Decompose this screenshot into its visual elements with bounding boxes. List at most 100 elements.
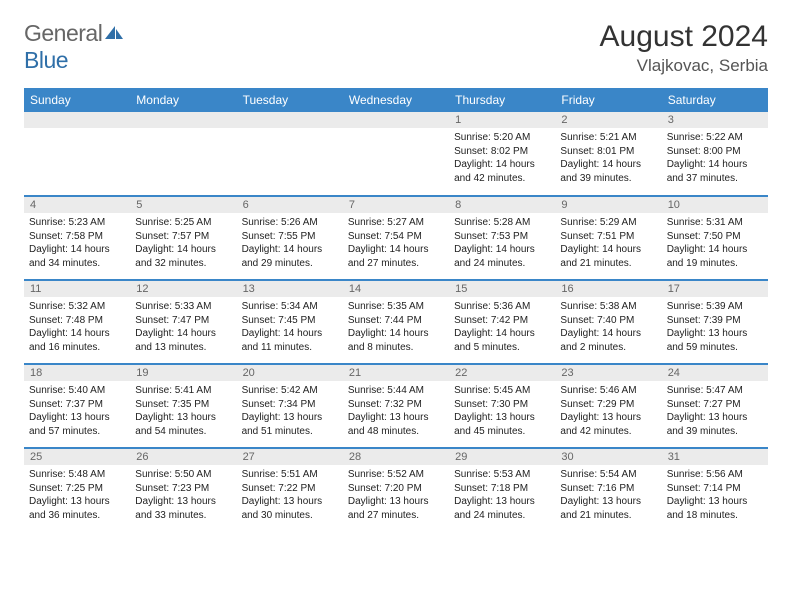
- daylight-text: Daylight: 14 hours and 29 minutes.: [242, 243, 338, 270]
- day-cell: 28Sunrise: 5:52 AMSunset: 7:20 PMDayligh…: [343, 448, 449, 532]
- day-cell: 31Sunrise: 5:56 AMSunset: 7:14 PMDayligh…: [662, 448, 768, 532]
- empty-cell: [237, 112, 343, 196]
- day-cell: 4Sunrise: 5:23 AMSunset: 7:58 PMDaylight…: [24, 196, 130, 280]
- empty-cell: [130, 112, 236, 196]
- day-cell: 19Sunrise: 5:41 AMSunset: 7:35 PMDayligh…: [130, 364, 236, 448]
- day-details: Sunrise: 5:40 AMSunset: 7:37 PMDaylight:…: [24, 383, 130, 442]
- day-number: 14: [343, 281, 449, 297]
- day-number: 8: [449, 197, 555, 213]
- day-cell: 29Sunrise: 5:53 AMSunset: 7:18 PMDayligh…: [449, 448, 555, 532]
- day-details: Sunrise: 5:25 AMSunset: 7:57 PMDaylight:…: [130, 215, 236, 274]
- day-cell: 2Sunrise: 5:21 AMSunset: 8:01 PMDaylight…: [555, 112, 661, 196]
- day-cell: 21Sunrise: 5:44 AMSunset: 7:32 PMDayligh…: [343, 364, 449, 448]
- daylight-text: Daylight: 13 hours and 27 minutes.: [348, 495, 444, 522]
- day-number: 25: [24, 449, 130, 465]
- daylight-text: Daylight: 14 hours and 5 minutes.: [454, 327, 550, 354]
- month-title: August 2024: [600, 20, 768, 54]
- day-cell: 26Sunrise: 5:50 AMSunset: 7:23 PMDayligh…: [130, 448, 236, 532]
- calendar-page: GeneralBlue August 2024 Vlajkovac, Serbi…: [0, 0, 792, 552]
- day-number: 22: [449, 365, 555, 381]
- sunset-text: Sunset: 7:58 PM: [29, 230, 125, 244]
- sunrise-text: Sunrise: 5:35 AM: [348, 300, 444, 314]
- calendar-head: SundayMondayTuesdayWednesdayThursdayFrid…: [24, 88, 768, 112]
- day-number: [237, 112, 343, 128]
- sunset-text: Sunset: 7:57 PM: [135, 230, 231, 244]
- sunrise-text: Sunrise: 5:47 AM: [667, 384, 763, 398]
- day-number: 10: [662, 197, 768, 213]
- day-number: 12: [130, 281, 236, 297]
- sunrise-text: Sunrise: 5:21 AM: [560, 131, 656, 145]
- sail-icon: [104, 20, 124, 47]
- day-number: 21: [343, 365, 449, 381]
- daylight-text: Daylight: 14 hours and 8 minutes.: [348, 327, 444, 354]
- daylight-text: Daylight: 13 hours and 54 minutes.: [135, 411, 231, 438]
- day-number: 19: [130, 365, 236, 381]
- sunset-text: Sunset: 7:35 PM: [135, 398, 231, 412]
- day-details: Sunrise: 5:48 AMSunset: 7:25 PMDaylight:…: [24, 467, 130, 526]
- sunset-text: Sunset: 7:53 PM: [454, 230, 550, 244]
- sunset-text: Sunset: 7:42 PM: [454, 314, 550, 328]
- logo: GeneralBlue: [24, 20, 124, 74]
- sunrise-text: Sunrise: 5:38 AM: [560, 300, 656, 314]
- day-details: Sunrise: 5:22 AMSunset: 8:00 PMDaylight:…: [662, 130, 768, 189]
- day-cell: 15Sunrise: 5:36 AMSunset: 7:42 PMDayligh…: [449, 280, 555, 364]
- day-cell: 10 Sunrise: 5:31 AMSunset: 7:50 PMDayligh…: [662, 196, 768, 280]
- daylight-text: Daylight: 13 hours and 36 minutes.: [29, 495, 125, 522]
- day-cell: 13Sunrise: 5:34 AMSunset: 7:45 PMDayligh…: [237, 280, 343, 364]
- day-number: [24, 112, 130, 128]
- day-number: 18: [24, 365, 130, 381]
- day-number: 5: [130, 197, 236, 213]
- daylight-text: Daylight: 13 hours and 39 minutes.: [667, 411, 763, 438]
- sunrise-text: Sunrise: 5:25 AM: [135, 216, 231, 230]
- sunrise-text: Sunrise: 5:46 AM: [560, 384, 656, 398]
- day-cell: 6 Sunrise: 5:26 AMSunset: 7:55 PMDaylight…: [237, 196, 343, 280]
- sunset-text: Sunset: 7:20 PM: [348, 482, 444, 496]
- sunrise-text: Sunrise: 5:40 AM: [29, 384, 125, 398]
- sunset-text: Sunset: 7:55 PM: [242, 230, 338, 244]
- daylight-text: Daylight: 14 hours and 39 minutes.: [560, 158, 656, 185]
- day-number: 26: [130, 449, 236, 465]
- calendar-table: SundayMondayTuesdayWednesdayThursdayFrid…: [24, 88, 768, 532]
- day-cell: 11Sunrise: 5:32 AMSunset: 7:48 PMDayligh…: [24, 280, 130, 364]
- day-cell: 5 Sunrise: 5:25 AMSunset: 7:57 PMDaylight…: [130, 196, 236, 280]
- daylight-text: Daylight: 14 hours and 13 minutes.: [135, 327, 231, 354]
- empty-cell: [24, 112, 130, 196]
- sunrise-text: Sunrise: 5:45 AM: [454, 384, 550, 398]
- sunrise-text: Sunrise: 5:33 AM: [135, 300, 231, 314]
- daylight-text: Daylight: 14 hours and 11 minutes.: [242, 327, 338, 354]
- logo-text: GeneralBlue: [24, 20, 124, 74]
- daylight-text: Daylight: 14 hours and 27 minutes.: [348, 243, 444, 270]
- sunset-text: Sunset: 7:23 PM: [135, 482, 231, 496]
- weekday-tuesday: Tuesday: [237, 88, 343, 112]
- day-number: 20: [237, 365, 343, 381]
- day-details: Sunrise: 5:27 AMSunset: 7:54 PMDaylight:…: [343, 215, 449, 274]
- day-number: 6: [237, 197, 343, 213]
- day-number: 7: [343, 197, 449, 213]
- sunrise-text: Sunrise: 5:34 AM: [242, 300, 338, 314]
- day-number: 27: [237, 449, 343, 465]
- day-details: Sunrise: 5:34 AMSunset: 7:45 PMDaylight:…: [237, 299, 343, 358]
- daylight-text: Daylight: 13 hours and 48 minutes.: [348, 411, 444, 438]
- day-details: Sunrise: 5:26 AMSunset: 7:55 PMDaylight:…: [237, 215, 343, 274]
- sunrise-text: Sunrise: 5:42 AM: [242, 384, 338, 398]
- daylight-text: Daylight: 14 hours and 42 minutes.: [454, 158, 550, 185]
- day-details: Sunrise: 5:31 AMSunset: 7:50 PMDaylight:…: [662, 215, 768, 274]
- sunset-text: Sunset: 7:22 PM: [242, 482, 338, 496]
- day-details: Sunrise: 5:53 AMSunset: 7:18 PMDaylight:…: [449, 467, 555, 526]
- daylight-text: Daylight: 13 hours and 42 minutes.: [560, 411, 656, 438]
- day-number: 2: [555, 112, 661, 128]
- day-details: Sunrise: 5:35 AMSunset: 7:44 PMDaylight:…: [343, 299, 449, 358]
- day-cell: 23Sunrise: 5:46 AMSunset: 7:29 PMDayligh…: [555, 364, 661, 448]
- day-details: Sunrise: 5:29 AMSunset: 7:51 PMDaylight:…: [555, 215, 661, 274]
- logo-part2: Blue: [24, 47, 68, 73]
- day-details: Sunrise: 5:56 AMSunset: 7:14 PMDaylight:…: [662, 467, 768, 526]
- sunset-text: Sunset: 7:29 PM: [560, 398, 656, 412]
- day-number: 16: [555, 281, 661, 297]
- sunrise-text: Sunrise: 5:22 AM: [667, 131, 763, 145]
- day-details: Sunrise: 5:28 AMSunset: 7:53 PMDaylight:…: [449, 215, 555, 274]
- day-number: 15: [449, 281, 555, 297]
- weekday-saturday: Saturday: [662, 88, 768, 112]
- day-cell: 12 Sunrise: 5:33 AMSunset: 7:47 PMDayligh…: [130, 280, 236, 364]
- sunset-text: Sunset: 7:50 PM: [667, 230, 763, 244]
- sunset-text: Sunset: 7:47 PM: [135, 314, 231, 328]
